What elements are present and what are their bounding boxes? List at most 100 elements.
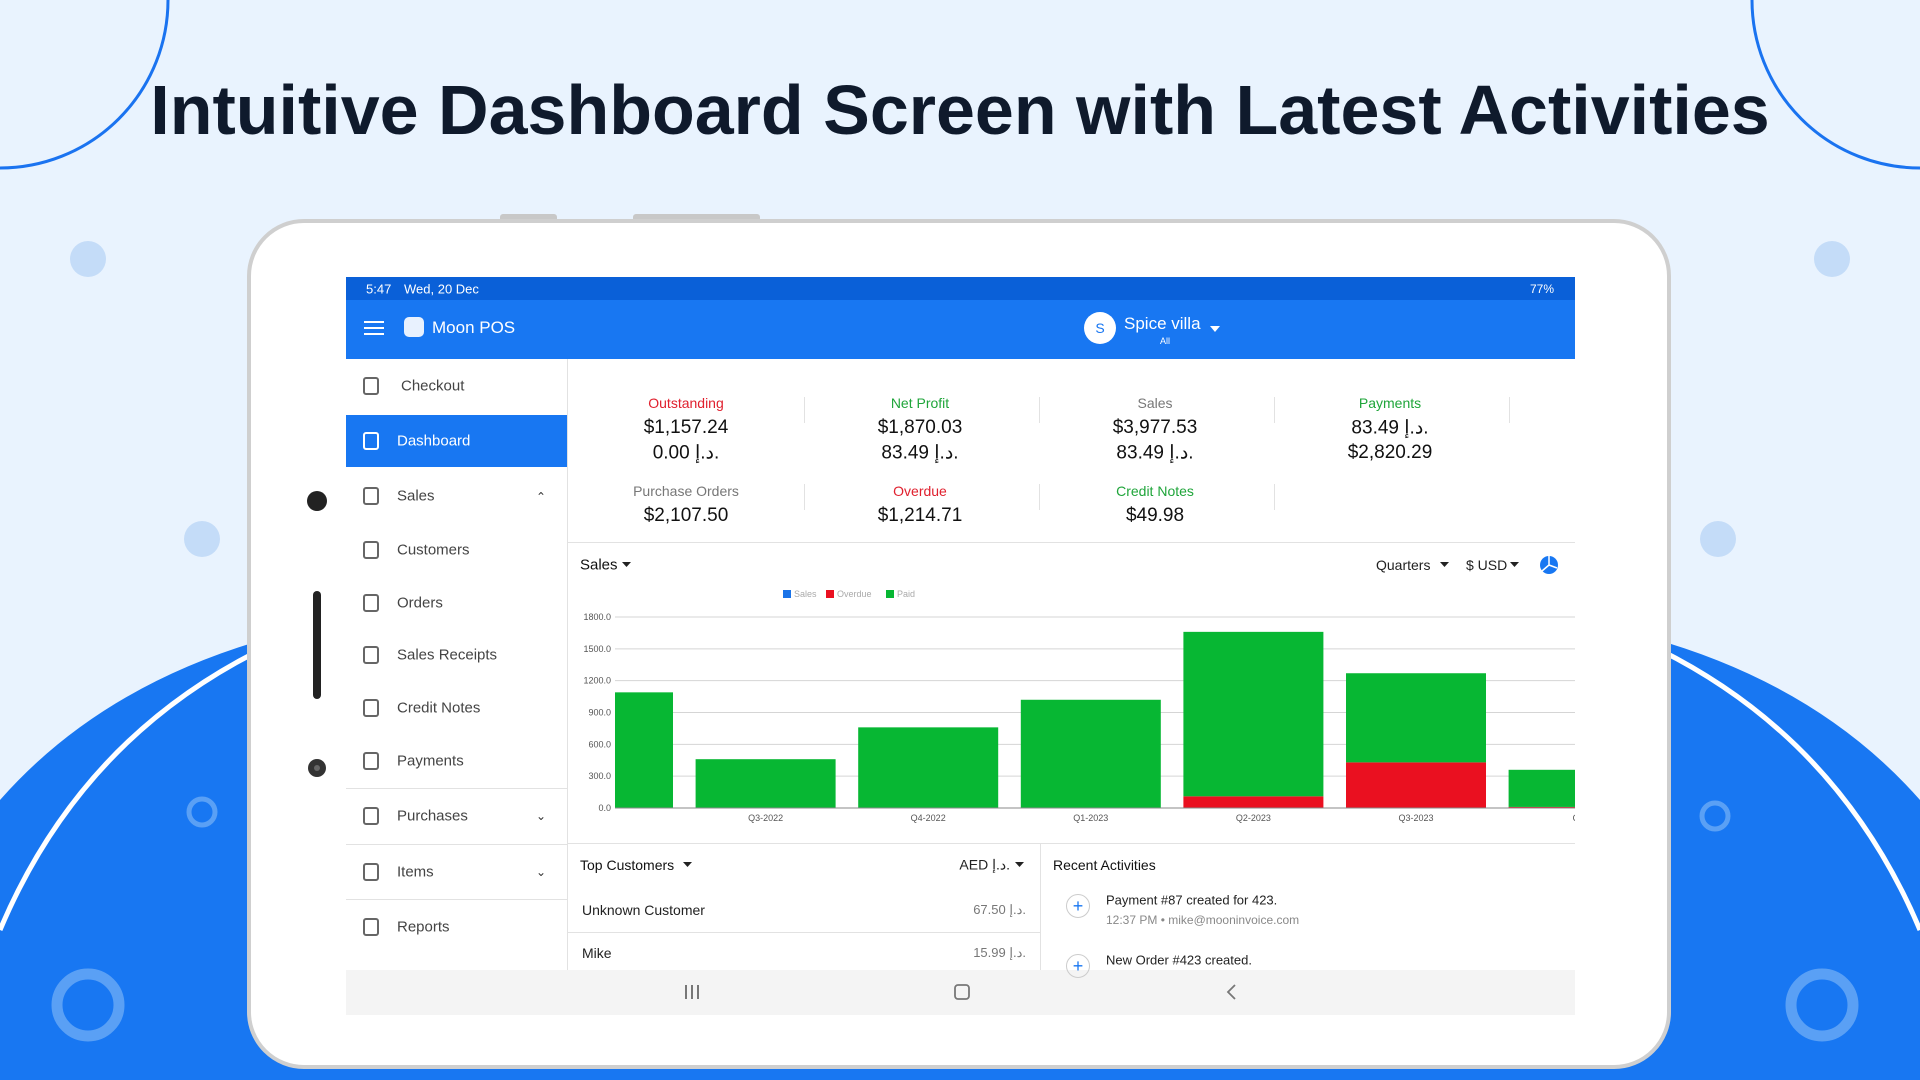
y-tick-label: 600.0: [588, 739, 611, 749]
divider: [568, 843, 1575, 844]
legend-label: Sales: [794, 589, 817, 599]
card-value: 83.49 د.إ.: [1351, 417, 1429, 439]
divider: [568, 932, 1040, 933]
nav-item[interactable]: Orders: [397, 594, 443, 612]
bar: [1346, 762, 1486, 808]
bars: [615, 631, 1575, 808]
avatar-initial: S: [1095, 320, 1105, 336]
caret: [1015, 862, 1024, 867]
nav-item[interactable]: Items: [397, 863, 434, 881]
activity-icon: +: [1066, 954, 1090, 978]
chevron: ⌄: [535, 809, 547, 823]
bar: [1508, 806, 1575, 808]
y-tick-label: 1800.0: [583, 612, 611, 622]
divider: [346, 844, 567, 845]
card-value: $2,820.29: [1347, 442, 1433, 463]
back-button[interactable]: [1225, 984, 1237, 1000]
divider: [804, 484, 805, 510]
active-highlight: [346, 415, 567, 467]
card-label: Overdue: [893, 483, 947, 499]
nav-icon: [363, 594, 379, 612]
legend-swatch: [783, 590, 791, 598]
recent-activities-title: Recent Activities: [1053, 857, 1156, 873]
bar: [695, 759, 836, 808]
navigation-bar: [346, 970, 1575, 1015]
card-value: 83.49 د.إ.: [881, 442, 959, 464]
divider: [1509, 397, 1510, 423]
legend-label: Overdue: [837, 589, 872, 599]
caret: [683, 862, 692, 867]
status-battery: 77%: [1529, 282, 1554, 296]
chart-type-button[interactable]: [1539, 555, 1559, 575]
card-value: $1,870.03: [877, 417, 963, 438]
nav-item[interactable]: Purchases: [397, 807, 468, 825]
nav-item[interactable]: Sales Receipts: [397, 646, 498, 664]
customer-currency[interactable]: AED د.إ.: [959, 856, 1010, 873]
customer-name: Unknown Customer: [582, 902, 705, 918]
menu-button[interactable]: [364, 320, 384, 336]
nav-icon: [363, 377, 379, 395]
x-tick-label: Q3-2023: [1398, 813, 1433, 823]
nav-item[interactable]: Sales: [397, 487, 435, 505]
y-tick-label: 300.0: [588, 771, 611, 781]
nav-item[interactable]: Checkout: [401, 377, 465, 395]
y-tick-label: 1500.0: [583, 644, 611, 654]
card-label: Net Profit: [890, 395, 950, 411]
top-customers-title[interactable]: Top Customers: [580, 857, 675, 873]
y-tick-label: 0.0: [598, 803, 611, 813]
status-bar: [346, 277, 1575, 300]
nav-item[interactable]: Customers: [397, 541, 470, 559]
card-value: $3,977.53: [1112, 417, 1198, 438]
nav-item[interactable]: Reports: [397, 918, 450, 936]
caret: [1440, 562, 1449, 567]
app-bar: [346, 300, 1575, 359]
chart-selector[interactable]: Sales: [580, 556, 618, 574]
caret: [1510, 562, 1519, 567]
divider: [1040, 843, 1041, 970]
nav-icon: [363, 699, 379, 717]
sales-chart: 0.0 300.0 600.0 900.0 1200.0 1500.0 1800.0 Sale…: [583, 589, 1575, 823]
nav-icon: [363, 541, 379, 559]
divider: [346, 788, 567, 789]
nav-item[interactable]: Dashboard: [397, 432, 471, 450]
store-name[interactable]: Spice villa: [1124, 314, 1201, 333]
divider: [1274, 397, 1275, 423]
currency-selector[interactable]: $ USD: [1466, 557, 1508, 573]
y-tick-label: 900.0: [588, 708, 611, 718]
recents-button[interactable]: [684, 985, 700, 999]
chevron: ⌄: [535, 489, 547, 503]
bar: [1183, 796, 1324, 808]
x-tick-label: Q3-2022: [748, 813, 783, 823]
nav-icon: [363, 487, 379, 505]
activity-icon: +: [1066, 894, 1090, 918]
card-label: Outstanding: [648, 395, 724, 411]
tablet-screen: 5:47 Wed, 20 Dec 77% Moon POS S Spice vi…: [346, 277, 1575, 1015]
period-selector[interactable]: Quarters: [1376, 557, 1431, 573]
avatar[interactable]: [1084, 312, 1116, 344]
customer-name: Mike: [582, 945, 612, 961]
legend-swatch: [886, 590, 894, 598]
caret: [622, 562, 631, 567]
divider: [568, 542, 1575, 543]
activity-text: New Order #423 created.: [1106, 952, 1252, 968]
nav-icon: [363, 432, 379, 450]
nav-item[interactable]: Payments: [397, 752, 464, 770]
card-value: $2,107.50: [643, 505, 729, 526]
store-scope: All: [1159, 336, 1171, 346]
bar: [1020, 699, 1161, 808]
divider: [1039, 397, 1040, 423]
nav-item[interactable]: Credit Notes: [397, 699, 481, 717]
activity-meta: 12:37 PM • mike@mooninvoice.com: [1106, 913, 1300, 927]
card-value: 0.00 د.إ.: [652, 442, 720, 464]
nav-icon: [363, 863, 379, 881]
home-button[interactable]: [954, 984, 970, 1000]
customer-amount: 67.50 د.إ.: [973, 902, 1026, 917]
card-label: Credit Notes: [1116, 483, 1194, 499]
card-label: Purchase Orders: [633, 483, 739, 499]
bar: [1346, 673, 1486, 763]
card-value: $1,157.24: [643, 417, 729, 438]
nav-icon: [363, 807, 379, 825]
page-title: Intuitive Dashboard Screen with Latest A…: [150, 71, 1770, 149]
chevron: ⌄: [535, 865, 547, 879]
